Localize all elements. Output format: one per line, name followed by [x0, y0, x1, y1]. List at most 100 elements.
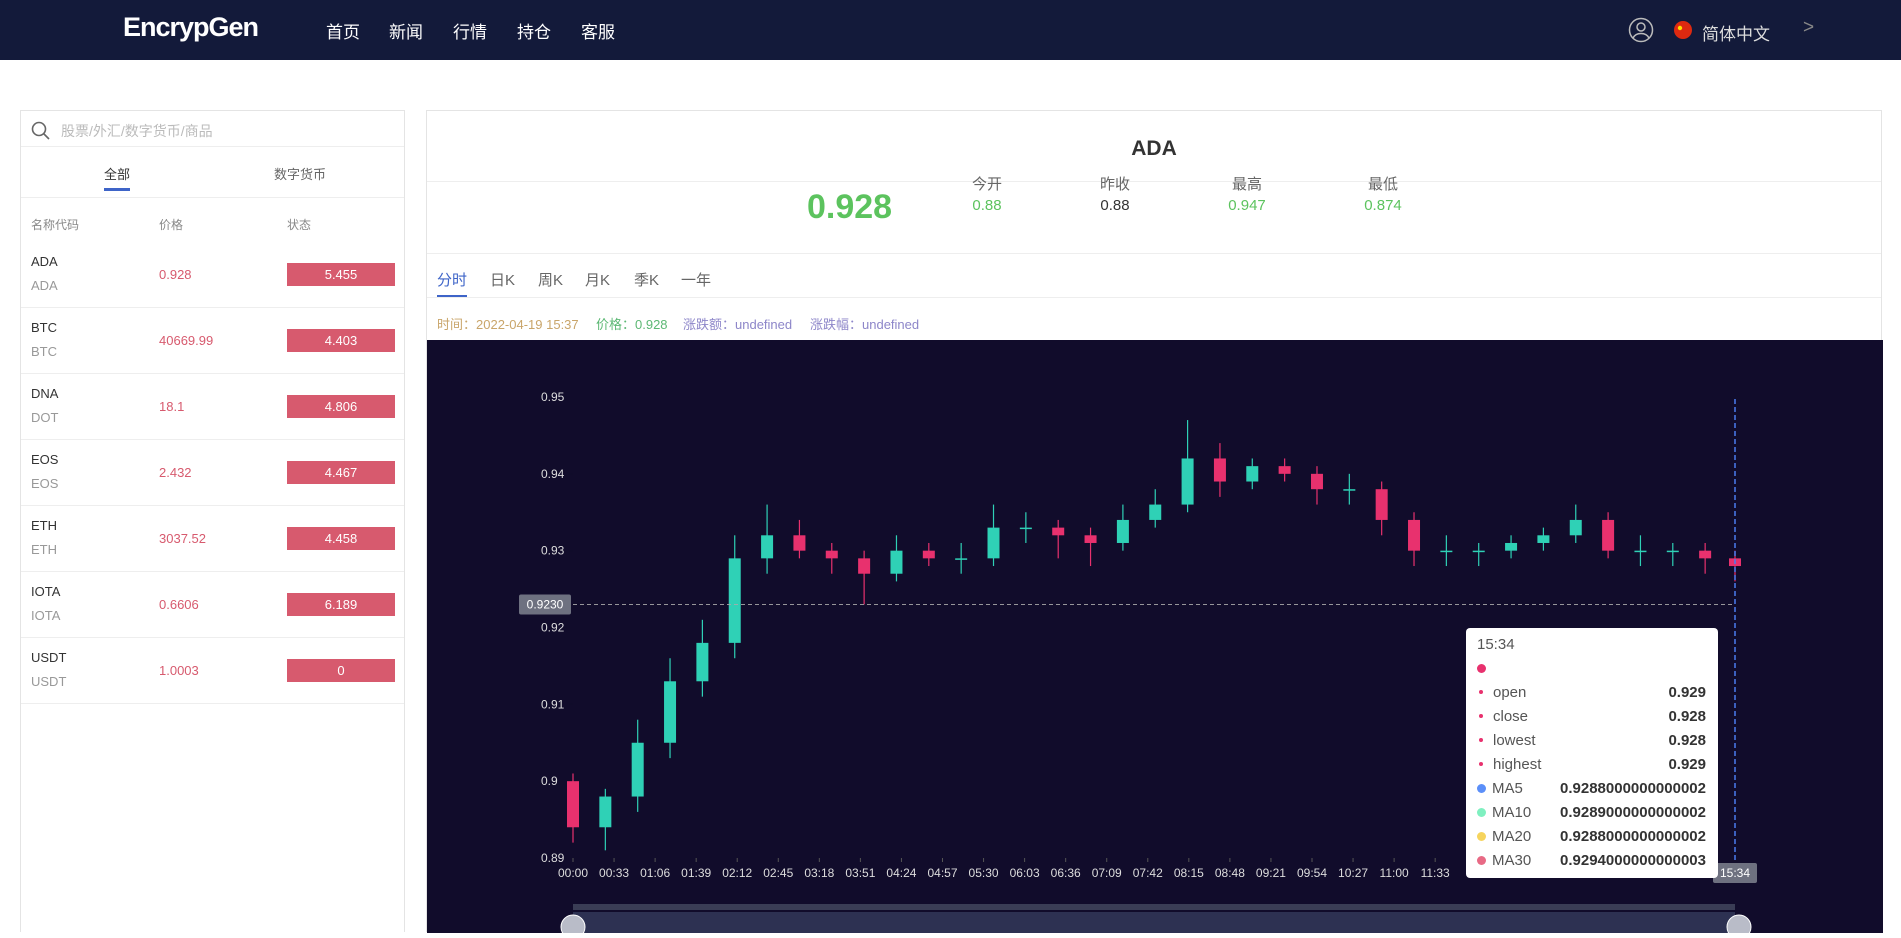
- coin-price: 0.6606: [159, 597, 199, 612]
- tooltip-value: 0.929: [1668, 756, 1706, 773]
- period-tab[interactable]: 一年: [681, 272, 712, 289]
- candle: [1408, 512, 1421, 567]
- x-tick-label: 05:30: [969, 866, 999, 880]
- coin-row[interactable]: DNA DOT 18.1 4.806: [21, 374, 404, 440]
- candle: [1116, 504, 1129, 551]
- candle-body: [1084, 535, 1097, 543]
- period-tab[interactable]: 日K: [490, 272, 516, 289]
- search-box[interactable]: 股票/外汇/数字货币/商品: [21, 111, 404, 147]
- candle: [1569, 504, 1582, 543]
- tooltip-row: lowest 0.928: [1477, 732, 1706, 752]
- x-tick-label: 02:12: [722, 866, 752, 880]
- y-tick-label: 0.92: [541, 621, 565, 635]
- coin-row[interactable]: ETH ETH 3037.52 4.458: [21, 506, 404, 572]
- coin-row[interactable]: BTC BTC 40669.99 4.403: [21, 308, 404, 374]
- period-tab[interactable]: 周K: [538, 272, 564, 289]
- chevron[interactable]: >: [1803, 17, 1815, 38]
- candle-body: [987, 527, 1000, 559]
- stat-label: 今开: [971, 176, 1002, 193]
- x-tick-label: 04:57: [927, 866, 957, 880]
- period-tab-active[interactable]: 分时: [437, 269, 468, 298]
- candle: [664, 658, 677, 759]
- period-tab[interactable]: 月K: [585, 272, 611, 289]
- tooltip-time: 15:34: [1477, 636, 1515, 653]
- candle-body: [955, 558, 968, 560]
- candle-body: [599, 796, 612, 828]
- candle: [825, 542, 838, 574]
- cursor-label: 15:34: [1720, 866, 1750, 880]
- candle: [890, 535, 903, 582]
- tab-active[interactable]: 全部: [104, 164, 131, 191]
- candle: [1537, 527, 1550, 551]
- info-item: 涨跌额：undefined: [683, 317, 793, 332]
- candle: [1084, 527, 1097, 567]
- tooltip-bullet: [1479, 689, 1483, 694]
- stat-value: 0.88: [1100, 197, 1130, 214]
- nav-link[interactable]: 首页: [326, 23, 360, 42]
- coin-price: 3037.52: [159, 531, 206, 546]
- coin-code: EOS: [31, 476, 59, 491]
- candle: [955, 542, 968, 574]
- coin-name: USDT: [31, 650, 67, 665]
- candle: [761, 504, 774, 574]
- candle: [793, 519, 806, 559]
- nav-link[interactable]: 客服: [581, 23, 615, 42]
- tooltip-name: MA30: [1492, 852, 1532, 869]
- language[interactable]: 简体中文: [1702, 25, 1770, 44]
- candle-body: [1343, 489, 1356, 491]
- candle-body: [1213, 458, 1226, 482]
- tooltip-value: 0.9288000000000002: [1560, 780, 1706, 797]
- y-tick-label: 0.9: [541, 774, 558, 788]
- tooltip-row: MA10 0.9289000000000002: [1477, 804, 1706, 824]
- coin-name: BTC: [31, 320, 57, 335]
- coin-price: 1.0003: [159, 663, 199, 678]
- candle: [1343, 473, 1356, 505]
- tooltip-row: MA5 0.9288000000000002: [1477, 780, 1706, 800]
- coin-name: ETH: [31, 518, 57, 533]
- tab[interactable]: 数字货币: [274, 167, 327, 182]
- coin-code: ETH: [31, 542, 57, 557]
- tooltip-name: highest: [1493, 756, 1542, 773]
- x-tick-label: 01:06: [640, 866, 670, 880]
- y-tick-label: 0.89: [541, 851, 565, 865]
- candle-body: [890, 550, 903, 574]
- coin-code: ADA: [31, 278, 58, 293]
- period-tab[interactable]: 季K: [634, 272, 660, 289]
- candle-body: [1472, 550, 1485, 553]
- y-tick-label: 0.93: [541, 544, 565, 558]
- coin-row[interactable]: ADA ADA 0.928 5.455: [21, 242, 404, 308]
- candle-body: [1019, 527, 1032, 530]
- logo[interactable]: EncrypGen: [123, 12, 259, 42]
- tooltip-value: 0.929: [1668, 684, 1706, 701]
- tooltip-dot: [1477, 856, 1486, 865]
- coin-row[interactable]: EOS EOS 2.432 4.467: [21, 440, 404, 506]
- info-item: 涨跌幅：undefined: [810, 317, 920, 332]
- x-tick-label: 07:42: [1133, 866, 1163, 880]
- coin-row[interactable]: IOTA IOTA 0.6606 6.189: [21, 572, 404, 638]
- tooltip-dot: [1477, 832, 1486, 841]
- candle: [1310, 466, 1323, 505]
- candle-body: [631, 742, 644, 797]
- coin-code: BTC: [31, 344, 57, 359]
- candle: [1440, 535, 1453, 567]
- candle: [1699, 542, 1712, 574]
- candle-body: [793, 535, 806, 551]
- coin-row[interactable]: USDT USDT 1.0003 0: [21, 638, 404, 704]
- tooltip-bullet: [1479, 713, 1483, 718]
- info-item: 价格：0.928: [596, 317, 668, 332]
- tooltip-value: 0.9288000000000002: [1560, 828, 1706, 845]
- nav-link[interactable]: 持仓: [517, 23, 551, 42]
- x-tick-label: 04:24: [886, 866, 916, 880]
- coin-change: 4.458: [287, 527, 395, 550]
- nav-link[interactable]: 新闻: [389, 23, 423, 42]
- candle-body: [922, 550, 935, 559]
- tooltip-value: 0.9294000000000003: [1560, 852, 1706, 869]
- search-placeholder: 股票/外汇/数字货币/商品: [61, 123, 213, 139]
- user-icon[interactable]: [1628, 17, 1654, 43]
- candle-body: [1569, 519, 1582, 536]
- tooltip-name: close: [1493, 708, 1529, 725]
- y-tick-label: 0.91: [541, 697, 565, 711]
- coin-change: 4.467: [287, 461, 395, 484]
- nav-link[interactable]: 行情: [453, 23, 487, 42]
